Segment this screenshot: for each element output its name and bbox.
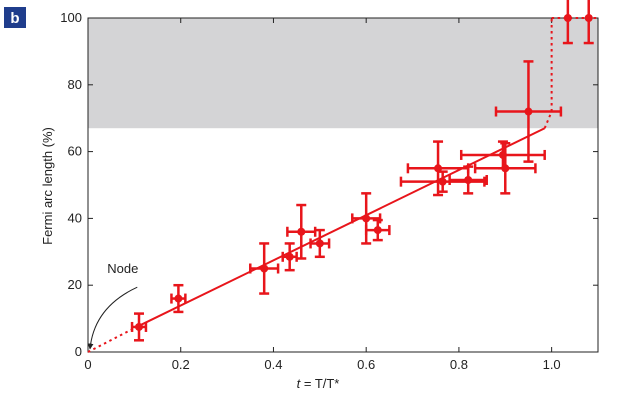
y-tick-label: 60: [68, 144, 82, 159]
x-tick-label: 1.0: [543, 357, 561, 372]
y-tick-label: 80: [68, 77, 82, 92]
data-marker: [285, 252, 294, 261]
data-marker: [501, 164, 510, 173]
y-tick-label: 40: [68, 210, 82, 225]
y-axis-label: Fermi arc length (%): [40, 127, 55, 245]
data-point: [473, 142, 537, 195]
panel-badge: b: [4, 7, 26, 28]
data-marker: [438, 177, 447, 186]
data-marker: [362, 214, 371, 223]
panel-letter: b: [10, 10, 19, 27]
data-point: [364, 218, 391, 242]
data-point: [281, 242, 298, 272]
data-marker: [464, 175, 473, 184]
data-point: [130, 312, 148, 342]
data-marker: [584, 14, 593, 22]
data-marker: [434, 164, 443, 173]
data-marker: [563, 14, 572, 22]
y-tick-label: 20: [68, 277, 82, 292]
fit-line: [136, 127, 546, 328]
data-point: [583, 0, 594, 45]
data-point: [170, 283, 187, 314]
data-marker: [524, 107, 533, 116]
plot-frame: [87, 17, 599, 353]
x-axis-label: t = T/T*: [297, 376, 340, 391]
data-marker: [174, 294, 183, 303]
data-point: [406, 140, 470, 197]
x-tick-label: 0.8: [450, 357, 468, 372]
x-tick-label: 0: [84, 357, 91, 372]
x-axis-label-rest: = T/T*: [300, 376, 339, 391]
fit-lines: [87, 17, 598, 353]
y-tick-label: 100: [60, 10, 82, 25]
data-point: [494, 60, 563, 163]
x-tick-label: 0.4: [264, 357, 282, 372]
x-tick-label: 0.6: [357, 357, 375, 372]
data-marker: [373, 226, 382, 235]
data-point: [448, 165, 488, 195]
data-marker: [315, 239, 324, 248]
data-point: [286, 203, 317, 260]
data-point: [562, 0, 573, 45]
data-marker: [260, 264, 269, 273]
data-point: [459, 140, 546, 170]
x-axis-label-italic: t: [297, 376, 302, 391]
data-point: [249, 242, 280, 295]
data-point: [309, 228, 331, 259]
node-annotation: Node: [107, 261, 138, 276]
dotted-extension: [87, 326, 138, 353]
y-tick-label: 0: [75, 344, 82, 359]
x-tick-label: 0.2: [172, 357, 190, 372]
data-marker: [297, 227, 306, 236]
data-marker: [135, 322, 143, 331]
data-point: [399, 170, 486, 193]
shaded-region: [88, 18, 598, 129]
data-point: [351, 192, 382, 245]
data-points: [130, 0, 594, 342]
node-arrow: [87, 286, 138, 350]
